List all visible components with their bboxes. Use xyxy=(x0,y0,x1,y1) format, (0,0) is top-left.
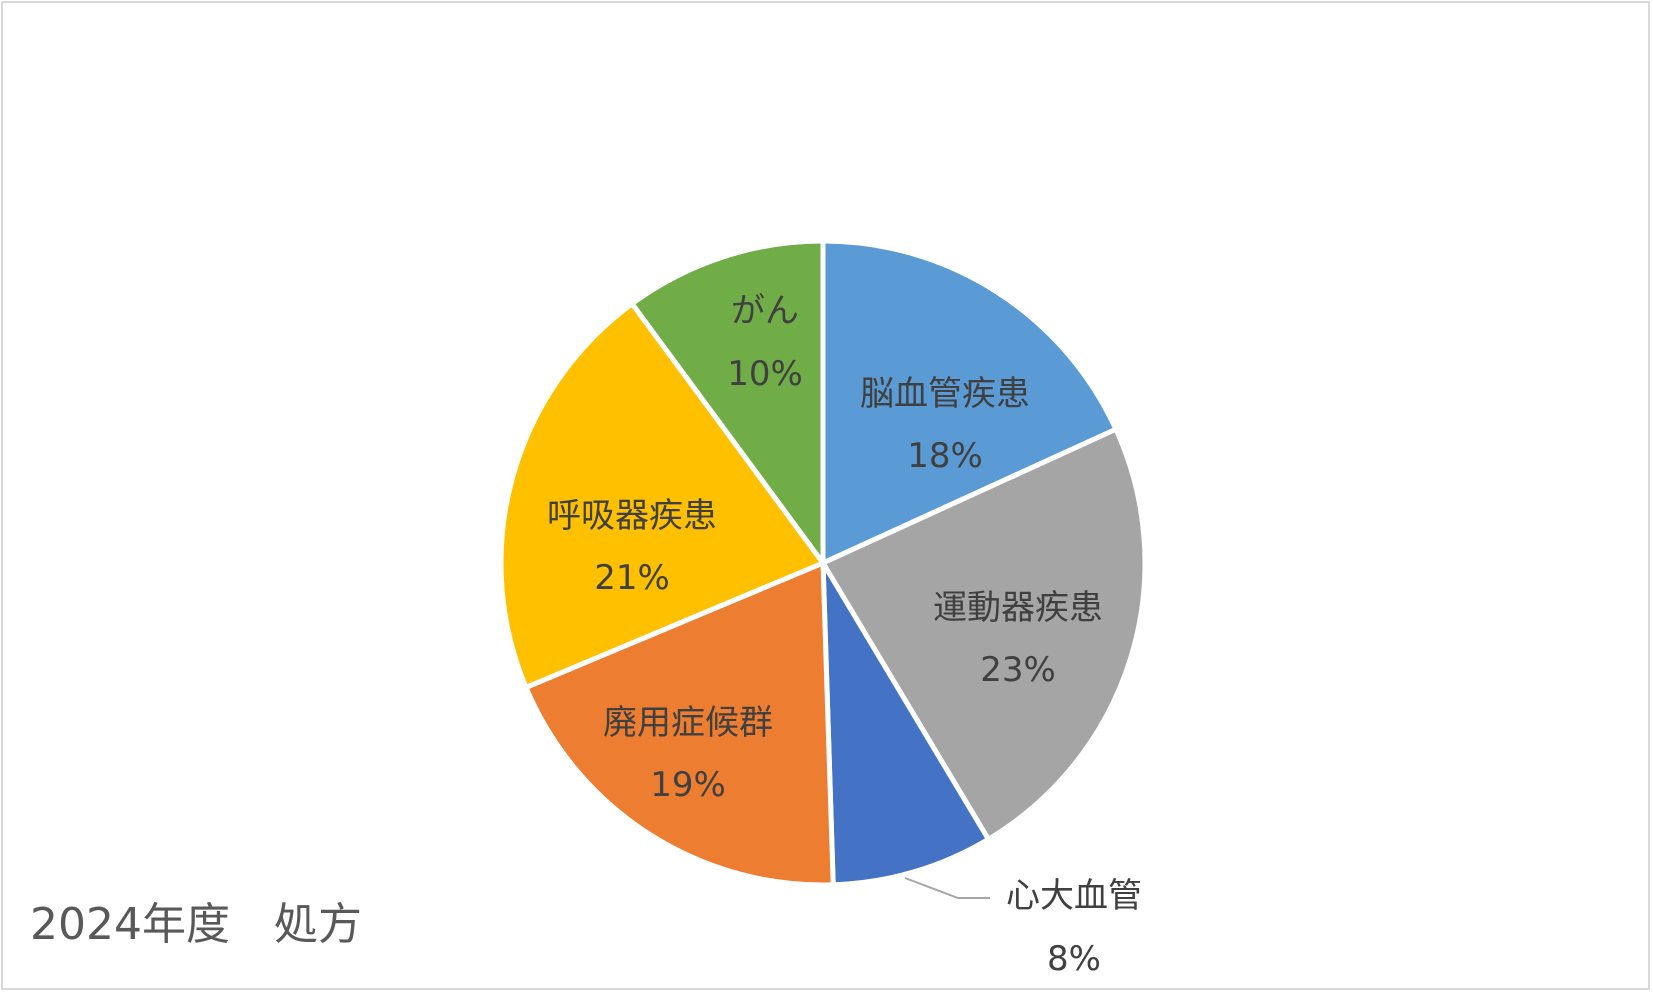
pie-slice xyxy=(820,426,1148,842)
chart-caption: 2024年度 処方 xyxy=(30,899,362,950)
slice-label: 脳血管疾患 xyxy=(860,374,1030,414)
pie-slice xyxy=(820,238,1119,566)
pie-slice xyxy=(629,238,826,566)
slice-percent-label: 10% xyxy=(727,354,803,394)
slice-percent-label: 18% xyxy=(907,436,983,476)
pie-slice xyxy=(498,301,826,690)
slice-label: 心大血管 xyxy=(1006,876,1142,916)
slice-percent-label: 19% xyxy=(650,765,726,805)
leader-line xyxy=(904,877,990,899)
pie-slice xyxy=(820,560,991,888)
slice-label: 廃用症候群 xyxy=(603,703,773,743)
slice-label: 運動器疾患 xyxy=(933,588,1103,628)
slice-percent-label: 23% xyxy=(980,650,1056,690)
slice-label: がん xyxy=(731,291,799,331)
slice-label: 呼吸器疾患 xyxy=(547,496,717,536)
pie-slice xyxy=(523,560,836,888)
slice-percent-label: 21% xyxy=(594,558,670,598)
slice-percent-label: 8% xyxy=(1047,939,1101,979)
